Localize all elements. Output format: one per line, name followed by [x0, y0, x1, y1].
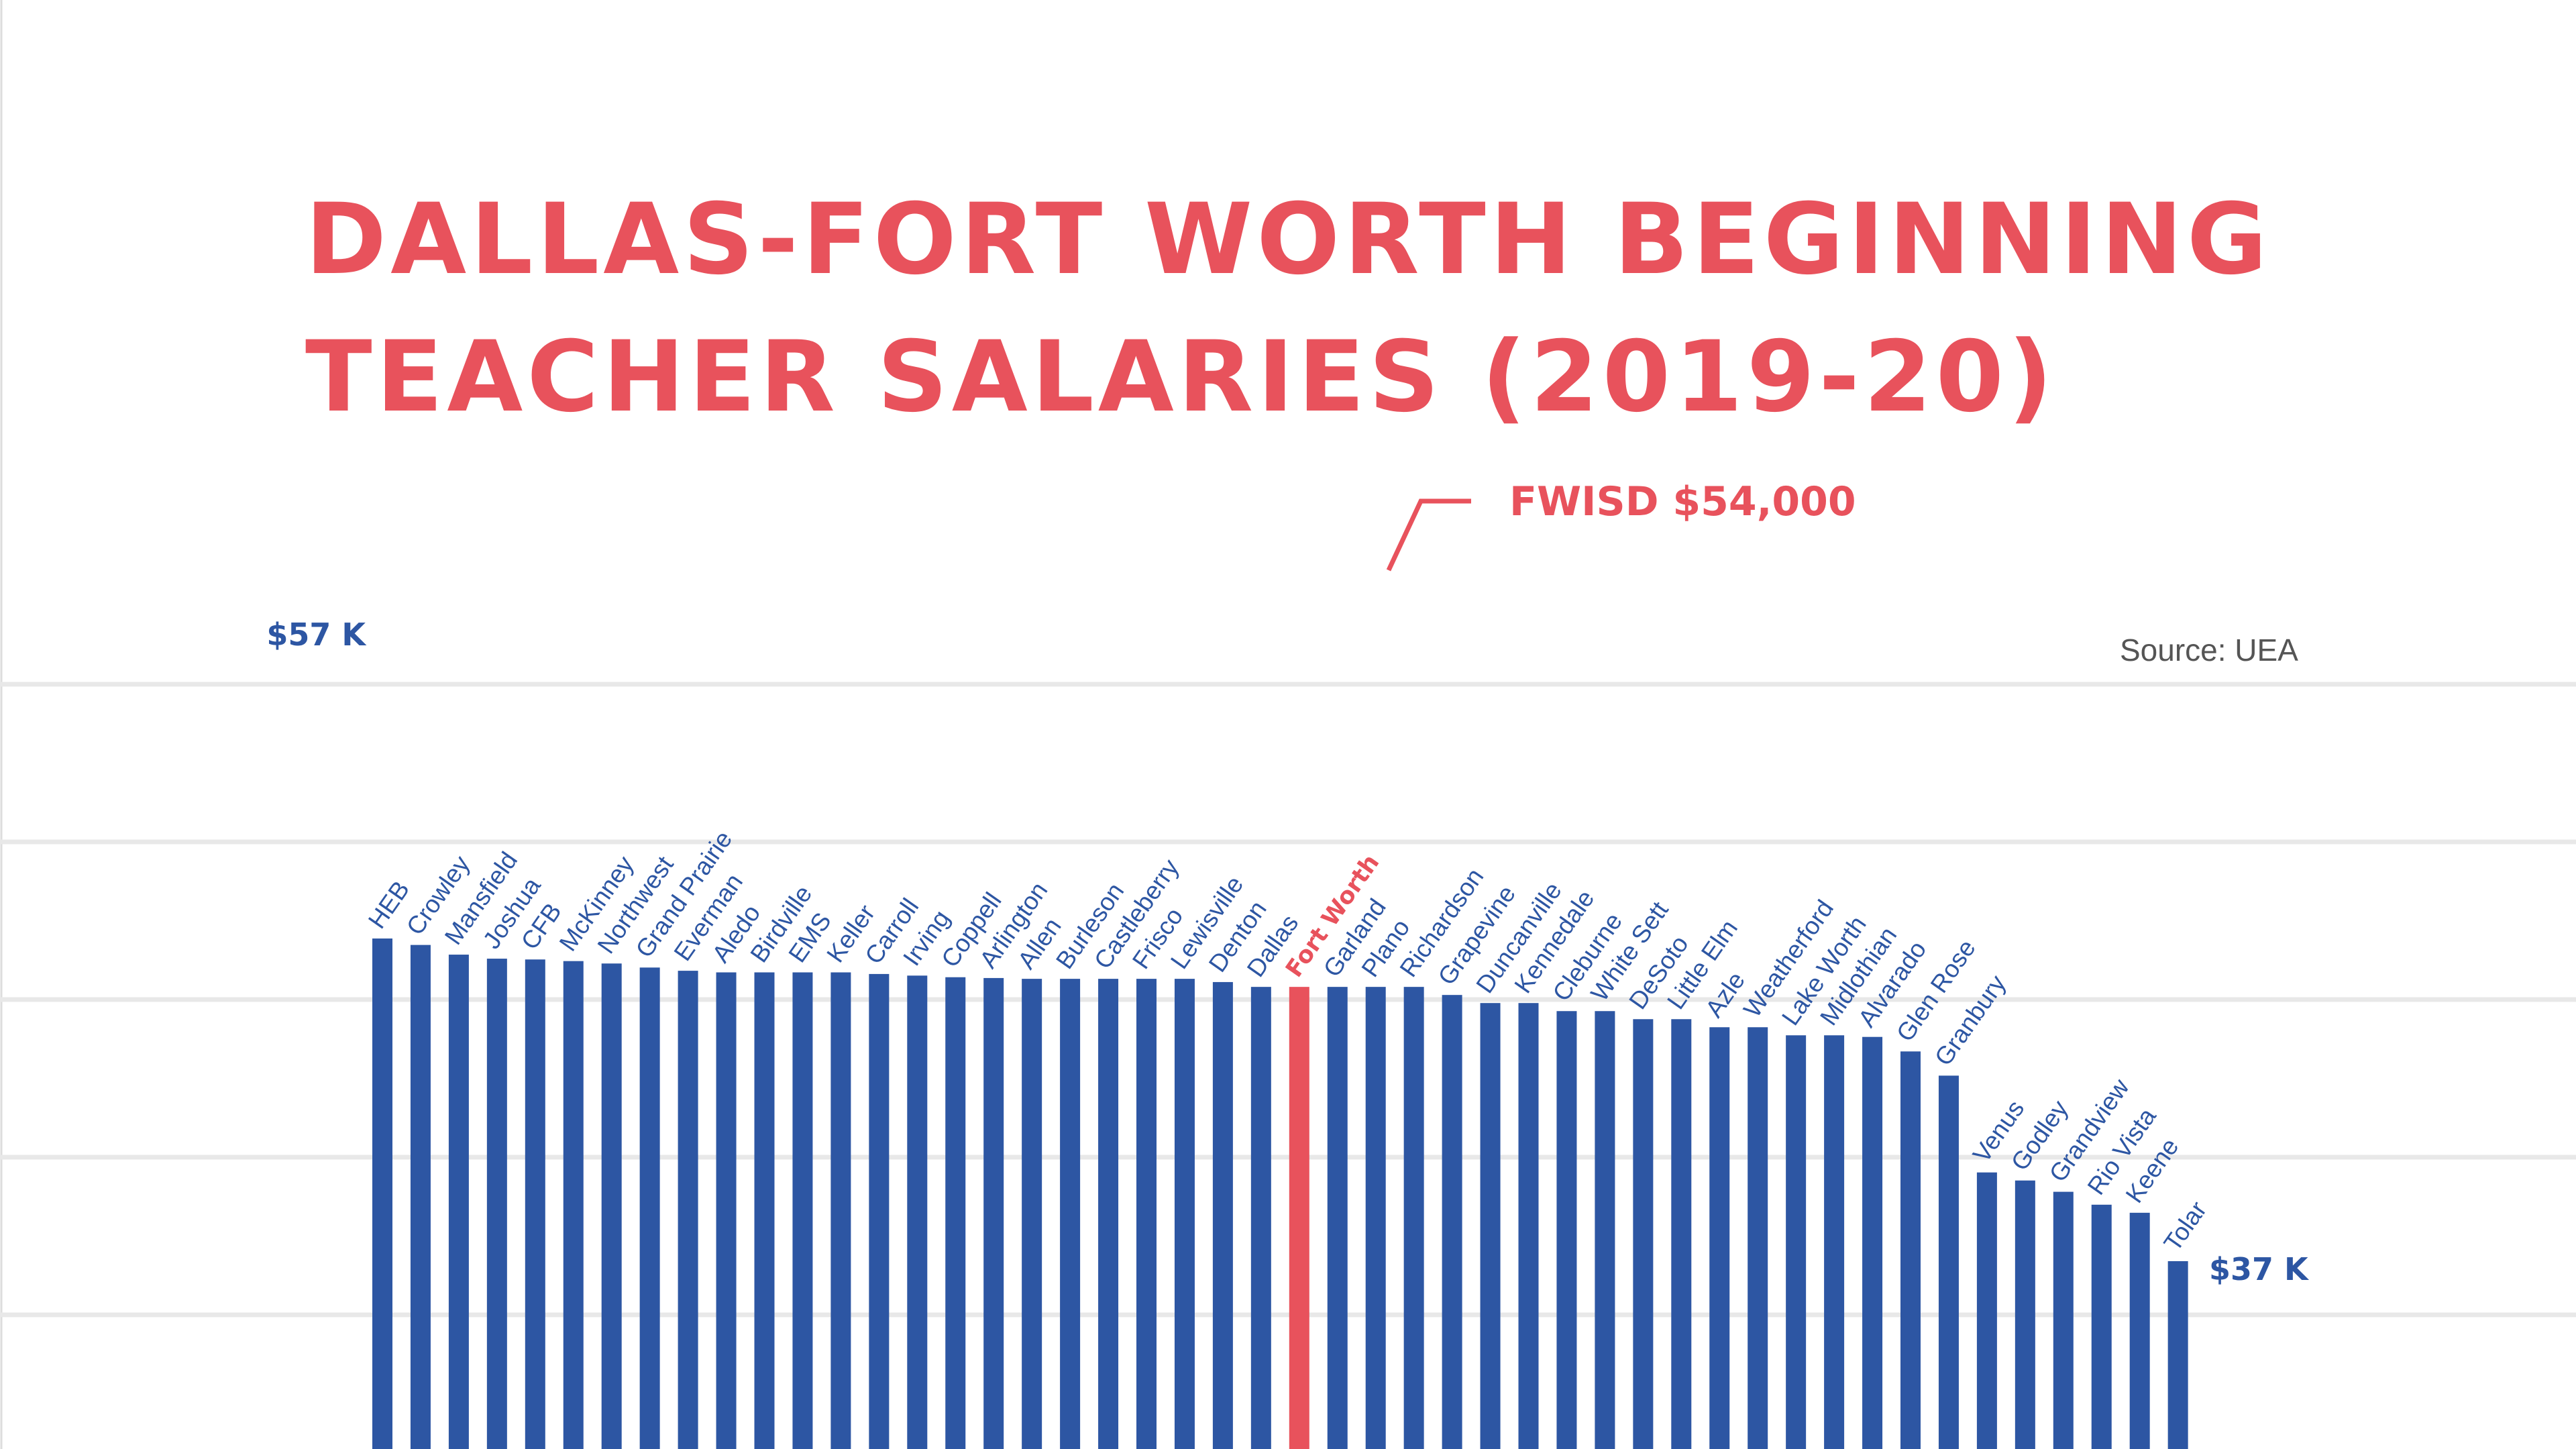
bar	[1022, 979, 1042, 1449]
bar	[2015, 1180, 2035, 1449]
bar	[1365, 987, 1386, 1449]
bar	[1212, 981, 1233, 1449]
bar	[2129, 1212, 2150, 1449]
bar	[1136, 979, 1157, 1449]
annotation-leader-line	[1386, 498, 1471, 572]
bar	[563, 961, 584, 1449]
bar	[1060, 979, 1081, 1449]
bar	[2167, 1261, 2188, 1449]
bar	[716, 972, 737, 1449]
bar	[792, 972, 813, 1449]
bar	[1938, 1075, 1959, 1449]
bar	[372, 938, 392, 1449]
bar	[1633, 1019, 1654, 1449]
bar	[830, 972, 851, 1449]
bar	[2091, 1204, 2112, 1449]
bar	[1862, 1036, 1883, 1449]
bar	[1480, 1003, 1501, 1449]
bar	[1442, 995, 1462, 1449]
bar	[1518, 1003, 1539, 1449]
bar	[869, 973, 890, 1449]
bar	[525, 959, 545, 1449]
bar	[945, 977, 966, 1449]
bar	[1786, 1035, 1807, 1449]
bar	[1327, 987, 1348, 1449]
bar	[1595, 1011, 1615, 1449]
bar	[1824, 1035, 1845, 1449]
fwisd-annotation: FWISD $54,000	[1509, 478, 1856, 525]
bar-highlight	[1289, 987, 1309, 1449]
bar	[1403, 987, 1424, 1449]
bar	[678, 971, 698, 1449]
source-note: Source: UEA	[2120, 633, 2298, 667]
bar	[1900, 1051, 1921, 1449]
bar	[983, 977, 1004, 1449]
bar	[1748, 1027, 1768, 1449]
bar	[907, 975, 928, 1449]
bar	[1709, 1027, 1730, 1449]
bar	[601, 963, 622, 1449]
bar	[1671, 1019, 1692, 1449]
bar	[1250, 987, 1271, 1449]
chart-title-line-2: TEACHER SALARIES (2019-20)	[305, 320, 2057, 434]
bar	[1098, 979, 1119, 1449]
chart-title: DALLAS-FORT WORTH BEGINNING TEACHER SALA…	[305, 171, 2271, 446]
bar	[410, 945, 431, 1449]
bar	[1556, 1011, 1577, 1449]
min-value-label: $37 K	[2209, 1251, 2310, 1287]
bar	[639, 967, 660, 1449]
max-value-label: $57 K	[266, 616, 367, 653]
bars	[372, 938, 2188, 1449]
chart-title-line-1: DALLAS-FORT WORTH BEGINNING	[305, 182, 2271, 297]
bar	[1174, 979, 1195, 1449]
bar	[448, 955, 469, 1449]
bar	[1976, 1172, 1997, 1449]
bar	[486, 959, 507, 1449]
bar	[2053, 1191, 2074, 1449]
bar-label: Tolar	[2159, 1196, 2212, 1256]
bar	[754, 972, 775, 1449]
